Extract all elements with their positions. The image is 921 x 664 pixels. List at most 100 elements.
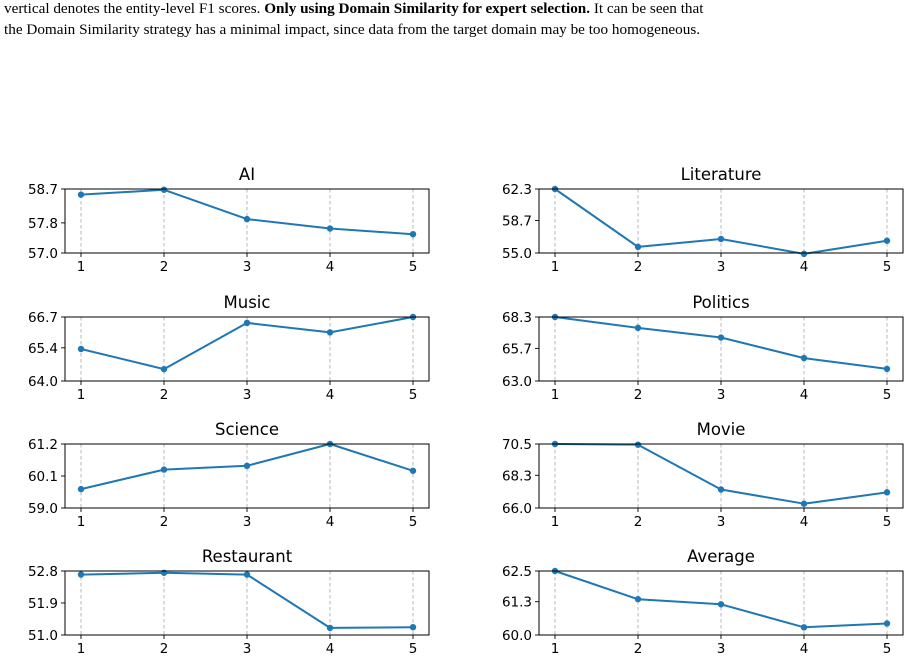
y-tick-label: 63.0: [502, 374, 532, 390]
caption-text: vertical denotes the entity-level F1 sco…: [4, 0, 261, 17]
x-tick-label: 5: [409, 387, 418, 403]
y-tick-label: 68.3: [502, 468, 532, 484]
x-tick-label: 1: [77, 514, 86, 530]
data-point: [883, 237, 891, 244]
chart-title: AI: [239, 165, 255, 184]
x-tick-label: 5: [883, 259, 892, 275]
y-tick-label: 61.2: [28, 437, 58, 453]
axes-frame: [538, 188, 904, 254]
data-point: [717, 486, 725, 493]
x-tick-label: 1: [551, 514, 560, 530]
data-point: [717, 601, 725, 608]
data-point: [717, 334, 725, 341]
x-tick-label: 3: [717, 259, 726, 275]
caption-bold-text: Only using Domain Similarity for expert …: [264, 0, 591, 17]
chart-title: Music: [224, 293, 271, 312]
data-point: [160, 186, 168, 193]
data-point: [634, 324, 642, 332]
data-point: [77, 485, 85, 493]
x-tick-label: 4: [326, 641, 335, 657]
y-tick-label: 58.7: [502, 214, 532, 230]
y-tick-label: 57.8: [28, 216, 58, 232]
data-point: [77, 345, 85, 353]
y-tick-label: 51.9: [28, 596, 58, 612]
y-tick-label: 60.1: [28, 469, 58, 485]
x-tick-label: 5: [409, 514, 418, 530]
x-tick-label: 3: [243, 387, 252, 403]
y-tick-label: 64.0: [28, 374, 58, 390]
chart-politics: Politics 1 2 3 4 5 63.0 65.7 68.3: [502, 293, 904, 403]
y-tick-label: 65.7: [502, 341, 532, 357]
data-point: [409, 230, 417, 238]
axes-frame: [538, 316, 904, 382]
x-tick-label: 2: [634, 514, 643, 530]
axes-frame: [64, 570, 430, 636]
x-tick-label: 2: [160, 514, 169, 530]
y-tick-label: 66.7: [28, 310, 58, 326]
data-point: [77, 571, 85, 578]
y-tick-label: 57.0: [28, 246, 58, 262]
x-tick-label: 5: [883, 641, 892, 657]
y-tick-label: 52.8: [28, 564, 58, 580]
data-point: [409, 467, 417, 474]
data-point: [243, 571, 251, 578]
x-tick-label: 4: [326, 514, 335, 530]
y-tick-label: 59.0: [28, 501, 58, 517]
y-tick-label: 65.4: [28, 341, 58, 357]
chart-ai: AI 1 2 3 4 5 57.0 57.8 58.7: [28, 165, 430, 275]
data-point: [243, 319, 251, 327]
x-tick-label: 1: [551, 641, 560, 657]
data-point: [77, 191, 85, 198]
x-tick-label: 1: [551, 259, 560, 275]
y-tick-label: 66.0: [502, 501, 532, 517]
axes-frame: [64, 443, 430, 509]
x-tick-label: 3: [717, 514, 726, 530]
x-tick-label: 1: [77, 641, 86, 657]
x-tick-label: 4: [800, 514, 809, 530]
axes-frame: [538, 443, 904, 509]
chart-restaurant: Restaurant 1 2 3 4 5 51.0 51.9 52.8: [28, 547, 430, 657]
axes-frame: [538, 570, 904, 636]
x-tick-label: 2: [634, 387, 643, 403]
data-point: [800, 250, 808, 258]
y-tick-label: 61.3: [502, 595, 532, 611]
data-point: [634, 441, 642, 448]
y-tick-label: 62.3: [502, 182, 532, 198]
data-point: [326, 225, 334, 232]
y-tick-label: 60.0: [502, 628, 532, 644]
x-tick-label: 2: [160, 641, 169, 657]
x-tick-label: 4: [800, 387, 809, 403]
data-point: [243, 462, 251, 470]
chart-title: Science: [215, 420, 279, 439]
x-tick-label: 4: [326, 259, 335, 275]
data-point: [326, 329, 334, 336]
chart-literature: Literature 1 2 3 4 5 55.0 58.7 62.3: [502, 165, 904, 275]
axes-frame: [64, 188, 430, 254]
y-tick-label: 68.3: [502, 310, 532, 326]
x-tick-label: 3: [243, 514, 252, 530]
x-tick-label: 5: [409, 259, 418, 275]
chart-science: Science 1 2 3 4 5 59.0 60.1 61.2: [28, 420, 430, 530]
data-point: [883, 620, 891, 627]
x-tick-label: 4: [800, 641, 809, 657]
x-tick-label: 4: [800, 259, 809, 275]
y-tick-label: 51.0: [28, 628, 58, 644]
data-point: [800, 354, 808, 362]
caption-line-2: the Domain Similarity strategy has a min…: [4, 21, 701, 38]
chart-music: Music 1 2 3 4 5 64.0 65.4 66.7: [28, 293, 430, 403]
data-point: [883, 489, 891, 496]
x-tick-label: 5: [883, 387, 892, 403]
chart-title: Politics: [692, 293, 749, 312]
x-tick-label: 3: [243, 259, 252, 275]
chart-movie: Movie 1 2 3 4 5 66.0 68.3 70.5: [502, 420, 904, 530]
data-point: [160, 466, 168, 473]
x-tick-label: 5: [883, 514, 892, 530]
chart-title: Movie: [697, 420, 746, 439]
y-tick-label: 70.5: [502, 437, 532, 453]
x-tick-label: 2: [634, 259, 643, 275]
data-point: [800, 500, 808, 507]
data-point: [634, 243, 642, 251]
data-point: [160, 365, 168, 373]
x-tick-label: 1: [551, 387, 560, 403]
